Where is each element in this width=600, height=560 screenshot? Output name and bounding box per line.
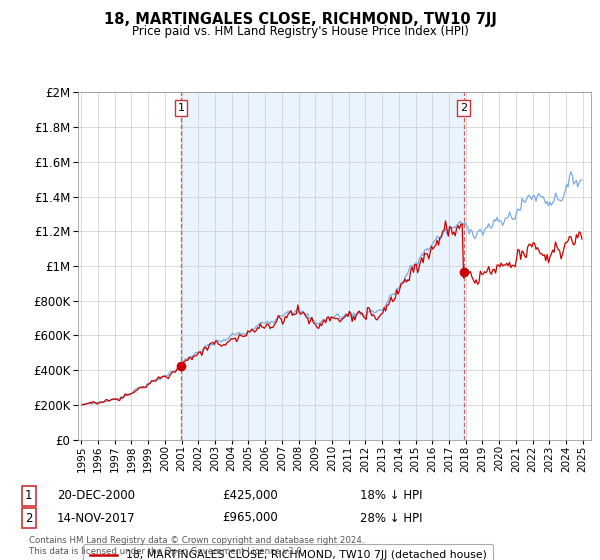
- Text: 18% ↓ HPI: 18% ↓ HPI: [360, 489, 422, 502]
- Text: £965,000: £965,000: [222, 511, 278, 525]
- Text: 20-DEC-2000: 20-DEC-2000: [57, 489, 135, 502]
- Text: Price paid vs. HM Land Registry's House Price Index (HPI): Price paid vs. HM Land Registry's House …: [131, 25, 469, 38]
- Text: £425,000: £425,000: [222, 489, 278, 502]
- Text: 1: 1: [25, 489, 32, 502]
- Text: 14-NOV-2017: 14-NOV-2017: [57, 511, 136, 525]
- Text: 2: 2: [25, 511, 32, 525]
- Text: 2: 2: [460, 103, 467, 113]
- Text: Contains HM Land Registry data © Crown copyright and database right 2024.
This d: Contains HM Land Registry data © Crown c…: [29, 536, 364, 556]
- Legend: 18, MARTINGALES CLOSE, RICHMOND, TW10 7JJ (detached house), HPI: Average price, : 18, MARTINGALES CLOSE, RICHMOND, TW10 7J…: [83, 544, 493, 560]
- Text: 1: 1: [178, 103, 185, 113]
- Bar: [181, 92, 464, 440]
- Text: 28% ↓ HPI: 28% ↓ HPI: [360, 511, 422, 525]
- Text: 18, MARTINGALES CLOSE, RICHMOND, TW10 7JJ: 18, MARTINGALES CLOSE, RICHMOND, TW10 7J…: [104, 12, 496, 27]
